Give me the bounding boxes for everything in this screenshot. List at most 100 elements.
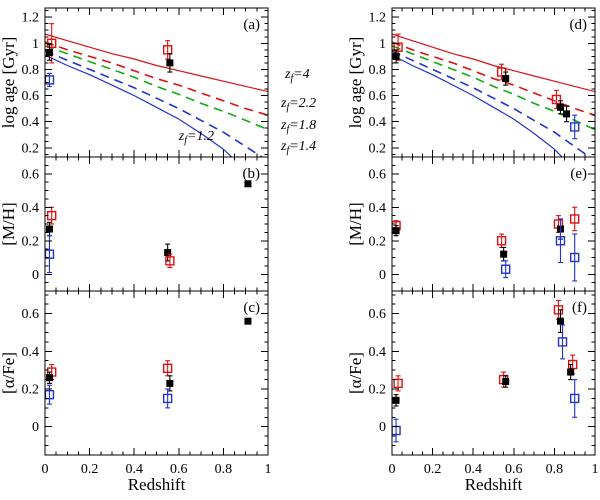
marker-open-square xyxy=(496,236,507,246)
y-tick-label: 0.6 xyxy=(22,167,40,182)
x-tick-label: 0.2 xyxy=(81,462,99,477)
x-tick-label: 0.6 xyxy=(170,462,188,477)
x-tick-label: 0 xyxy=(42,462,49,477)
model-line-zf=1.4 xyxy=(45,50,264,157)
marker-open-square xyxy=(551,94,562,105)
x-tick-label: 1 xyxy=(265,462,272,477)
y-tick-label: 0.4 xyxy=(22,115,40,130)
x-tick-label: 0.8 xyxy=(546,462,564,477)
y-tick-label: 0.2 xyxy=(22,383,40,398)
annotation-zf-label: zf=1.2 xyxy=(178,129,214,146)
marker-filled-square xyxy=(502,377,510,385)
y-tick-label: 0 xyxy=(32,268,39,283)
marker-filled-square xyxy=(166,379,174,387)
y-tick-label: 1.2 xyxy=(369,11,387,26)
x-tick-label: 1 xyxy=(592,462,599,477)
x-tick-label: 0.4 xyxy=(125,462,143,477)
marker-filled-square xyxy=(392,396,400,404)
y-axis-title: log age [Gyr] xyxy=(0,37,18,129)
y-tick-label: 0.6 xyxy=(22,307,40,322)
x-axis-title: Redshift xyxy=(465,475,523,494)
marker-open-square xyxy=(570,214,580,224)
marker-open-square xyxy=(557,337,568,347)
y-tick-label: 0.6 xyxy=(22,89,40,104)
marker-filled-square xyxy=(392,52,400,60)
y-axis-title: [M/H] xyxy=(0,202,18,245)
y-axis-title: [M/H] xyxy=(346,202,365,245)
x-axis-title: Redshift xyxy=(128,475,186,494)
marker-open-square xyxy=(162,393,173,404)
marker-open-square xyxy=(162,363,173,373)
x-tick-label: 0.2 xyxy=(424,462,442,477)
y-tick-label: 0.8 xyxy=(22,63,40,78)
marker-open-square xyxy=(570,393,580,404)
legend-item-zf=1.8: zf=1.8 xyxy=(280,118,316,135)
panel-label: (a) xyxy=(243,17,260,33)
marker-filled-square xyxy=(45,225,53,233)
y-tick-label: 0.4 xyxy=(22,345,40,360)
marker-filled-square xyxy=(556,103,564,111)
panel-d: (d) 0.2 0.4 0.6 0.8 1 1.2 log age [Gyr] xyxy=(346,7,596,158)
panel-b: (b) 0 0.2 0.4 0.6 [M/H] xyxy=(0,156,269,292)
model-line-zf=1.4 xyxy=(392,50,591,157)
panel-label: (b) xyxy=(243,166,261,182)
marker-filled-square xyxy=(45,48,53,56)
marker-filled-square xyxy=(502,75,510,83)
y-tick-label: 0.2 xyxy=(369,383,387,398)
marker-filled-square xyxy=(45,374,53,382)
model-line-zf=4 xyxy=(392,33,595,93)
marker-filled-square xyxy=(244,180,252,188)
model-line-zf=1.2 xyxy=(392,54,563,157)
marker-filled-square xyxy=(563,110,571,118)
marker-open-square xyxy=(555,236,566,246)
y-tick-label: 0.4 xyxy=(22,201,40,216)
y-tick-label: 0.2 xyxy=(369,141,387,156)
x-tick-label: 0 xyxy=(389,462,396,477)
marker-open-square xyxy=(570,252,580,263)
marker-filled-square xyxy=(567,368,575,376)
marker-open-square xyxy=(570,122,580,132)
y-tick-label: 1 xyxy=(32,37,39,52)
y-tick-label: 0.2 xyxy=(369,234,387,249)
panel-c: (c) 0 0.2 0.4 0.6 0.8 1 Redshift 0 0.2 0.4 0.6 [α/Fe… xyxy=(0,290,272,494)
panel-label: (e) xyxy=(570,166,587,182)
model-line-zf=1.2 xyxy=(45,54,233,157)
x-tick-label: 0.8 xyxy=(215,462,233,477)
model-line-zf=1.8 xyxy=(45,45,268,131)
y-axis-title: [α/Fe] xyxy=(346,352,365,394)
marker-filled-square xyxy=(166,59,174,67)
model-line-zf=4 xyxy=(45,33,268,93)
legend-item-zf=2.2: zf=2.2 xyxy=(280,96,316,113)
y-tick-label: 0 xyxy=(379,420,386,435)
y-tick-label: 0 xyxy=(379,268,386,283)
y-axis-title: [α/Fe] xyxy=(0,352,18,394)
y-tick-label: 0.4 xyxy=(369,115,387,130)
marker-filled-square xyxy=(392,227,400,235)
x-tick-label: 0.4 xyxy=(464,462,482,477)
y-tick-label: 0.8 xyxy=(369,63,387,78)
panel-f: (f) 0 0.2 0.4 0.6 0.8 1 Redshift 0 0.2 0.4 0.6 [α/Fe… xyxy=(346,290,599,494)
legend-item-zf=1.4: zf=1.4 xyxy=(280,139,316,156)
marker-filled-square xyxy=(164,248,172,256)
y-tick-label: 0.4 xyxy=(369,201,387,216)
y-tick-label: 0 xyxy=(32,420,39,435)
legend-item-zf=4: zf=4 xyxy=(284,67,310,84)
marker-filled-square xyxy=(244,317,252,325)
model-line-zf=2.2 xyxy=(45,41,268,116)
x-tick-label: 0.6 xyxy=(505,462,523,477)
marker-open-square xyxy=(393,378,403,389)
marker-open-square xyxy=(500,264,511,274)
panel-a: zf=1.2 (a) 0.2 0.4 0.6 0.8 1 1.2 log age [Gyr] xyxy=(0,7,269,158)
y-axis-title: log age [Gyr] xyxy=(346,37,365,129)
y-tick-label: 1 xyxy=(379,37,386,52)
marker-filled-square xyxy=(556,317,564,325)
model-line-zf=2.2 xyxy=(392,41,595,116)
y-tick-label: 0.6 xyxy=(369,307,387,322)
marker-filled-square xyxy=(500,250,508,258)
y-tick-label: 1.2 xyxy=(22,11,40,26)
y-tick-label: 0.4 xyxy=(369,345,387,360)
panel-label: (d) xyxy=(570,17,588,33)
y-tick-label: 0.2 xyxy=(22,234,40,249)
